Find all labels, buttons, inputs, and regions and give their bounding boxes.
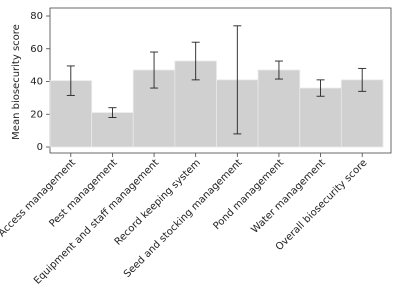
error-bar <box>191 41 200 81</box>
x-tick-label: Pond management <box>211 157 286 232</box>
y-tick-label: 60 <box>30 44 43 55</box>
error-bar <box>274 60 283 80</box>
error-bar <box>108 107 117 118</box>
y-tick-label: 0 <box>37 142 43 153</box>
y-tick-label: 20 <box>30 109 43 120</box>
error-bar <box>233 25 242 135</box>
x-tick-label: Water management <box>250 157 328 235</box>
y-axis-label: Mean biosecurity score <box>11 24 22 140</box>
bar <box>257 69 301 148</box>
error-bar <box>358 67 367 92</box>
x-tick-label: Record keeping system <box>113 157 203 247</box>
y-tick-label: 80 <box>30 11 43 22</box>
y-tick-label: 40 <box>30 77 43 88</box>
error-bar <box>316 79 325 97</box>
bar <box>299 87 342 148</box>
error-bar <box>150 51 159 89</box>
x-tick-label: Overall biosecurity score <box>274 157 370 253</box>
error-bar <box>66 65 75 96</box>
x-tick-label: Access management <box>0 157 78 239</box>
